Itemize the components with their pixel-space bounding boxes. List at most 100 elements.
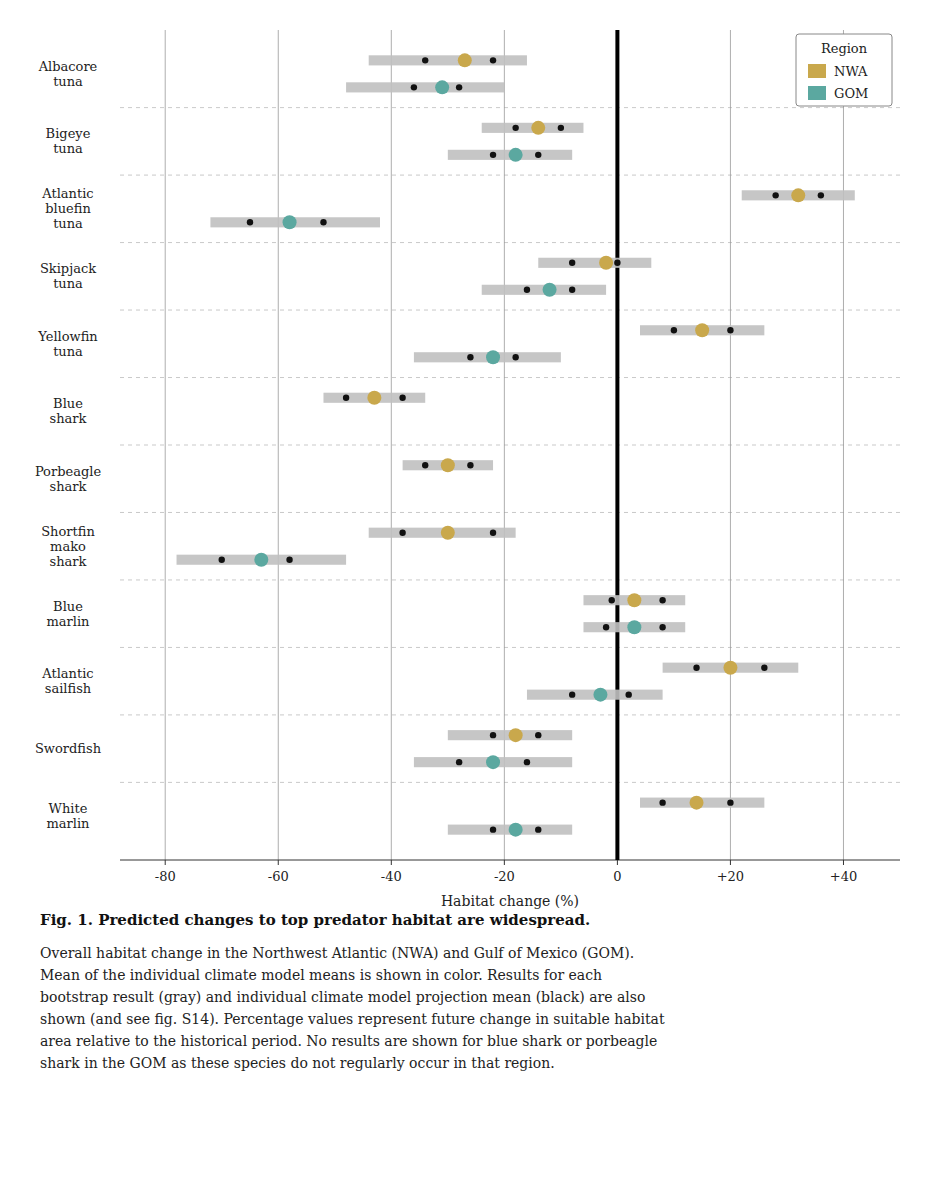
model-mean-dot [399,395,405,401]
category-label: Bigeyetuna [46,126,91,156]
category-label-line: mako [50,539,86,554]
tick-label: -20 [494,869,515,884]
model-mean-dot [569,287,575,293]
tick-mark [504,860,505,865]
series-gom [177,80,686,836]
mean-dot [593,688,607,702]
category-label: Skipjacktuna [40,261,96,291]
bootstrap-range [369,55,527,65]
model-mean-dot [535,826,541,832]
caption-line: area relative to the historical period. … [40,1033,657,1049]
category-label-line: Blue [53,599,83,614]
caption-line: Overall habitat change in the Northwest … [40,945,634,961]
category-label-line: marlin [47,816,91,831]
category-label-line: Swordfish [35,741,102,756]
model-mean-dot [411,84,417,90]
model-mean-dot [761,664,767,670]
category-label-line: shark [50,554,87,569]
tick-mark [843,860,844,865]
model-mean-dot [456,84,462,90]
legend-title: Region [821,41,868,56]
model-mean-dot [467,462,473,468]
model-mean-dot [343,395,349,401]
mean-dot [531,121,545,135]
model-mean-dot [219,557,225,563]
model-mean-dot [286,557,292,563]
row-separator [120,175,900,176]
mean-dot [367,391,381,405]
model-mean-dot [625,691,631,697]
category-label-line: Atlantic [41,666,93,681]
model-mean-dot [456,759,462,765]
mean-dot [695,323,709,337]
tick-label: -60 [268,869,289,884]
category-label: Whitemarlin [47,801,91,831]
row-separator [120,579,900,580]
mean-dot [723,661,737,675]
category-label-line: tuna [53,344,83,359]
tick-mark [391,860,392,865]
category-label-line: bluefin [45,201,91,216]
tick-mark [165,860,166,865]
legend-swatch [808,64,826,78]
category-labels: AlbacoretunaBigeyetunaAtlanticbluefintun… [35,59,102,831]
model-mean-dot [569,260,575,266]
model-mean-dot [671,327,677,333]
row-separator [120,310,900,311]
mean-dot [509,823,523,837]
row-separator [120,512,900,513]
category-label: Porbeagleshark [35,464,102,494]
model-mean-dot [524,759,530,765]
mean-dot [599,256,613,270]
category-label: Shortfinmakoshark [41,524,95,569]
model-mean-dot [524,287,530,293]
category-label-line: tuna [53,276,83,291]
model-mean-dot [727,799,733,805]
bootstrap-range [346,82,504,92]
model-mean-dot [467,354,473,360]
tick-label: -40 [381,869,402,884]
row-separator [120,107,900,108]
mean-dot [627,620,641,634]
model-mean-dot [512,125,518,131]
row-separator [120,445,900,446]
axis-title: Habitat change (%) [441,893,579,909]
model-mean-dot [320,219,326,225]
mean-dot [509,728,523,742]
row-separator [120,782,900,783]
legend: RegionNWAGOM [796,34,892,106]
row-separator [120,714,900,715]
axis-line [120,860,900,861]
caption-line: shown (and see fig. S14). Percentage val… [40,1011,665,1027]
mean-dot [441,458,455,472]
caption: Fig. 1. Predicted changes to top predato… [40,911,665,1071]
category-label-line: Atlantic [41,186,93,201]
category-label-line: Porbeagle [35,464,102,479]
model-mean-dot [512,354,518,360]
row-separator [120,647,900,648]
category-label-line: tuna [53,216,83,231]
mean-dot [435,80,449,94]
category-label-line: tuna [53,141,83,156]
model-mean-dot [535,152,541,158]
mean-dot [458,53,472,67]
grid-line [391,30,392,860]
category-label-line: Yellowfin [37,329,98,344]
legend-frame [796,34,892,106]
mean-dot [627,593,641,607]
category-label-line: White [49,801,88,816]
bootstrap-range [538,258,651,268]
category-label-line: Shortfin [41,524,95,539]
model-mean-dot [490,152,496,158]
mean-dot [791,188,805,202]
mean-dot [543,283,557,297]
category-label: Bluemarlin [47,599,91,629]
mean-dot [486,350,500,364]
model-mean-dot [659,799,665,805]
model-mean-dot [569,691,575,697]
category-label-line: sailfish [45,681,92,696]
tick-mark [730,860,731,865]
background [0,0,948,1200]
legend-swatch [808,86,826,100]
mean-dot [690,796,704,810]
